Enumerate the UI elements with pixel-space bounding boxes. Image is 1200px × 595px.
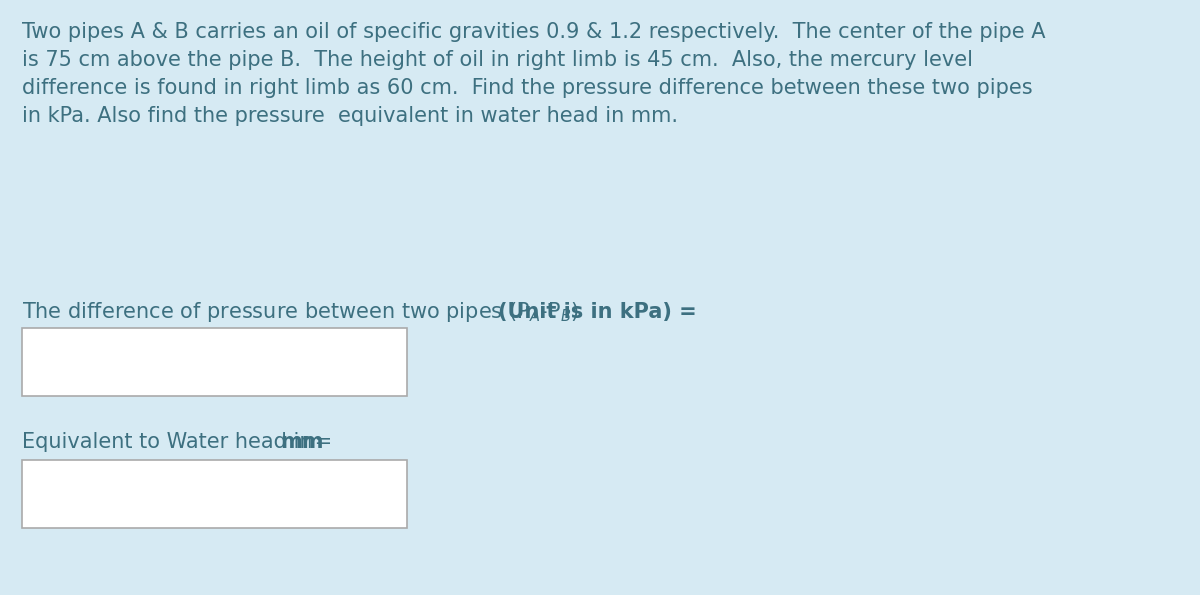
- Text: mm: mm: [280, 432, 324, 452]
- Text: (Unit is in kPa) =: (Unit is in kPa) =: [498, 302, 697, 322]
- Text: =: =: [308, 432, 332, 452]
- Text: Two pipes A & B carries an oil of specific gravities 0.9 & 1.2 respectively.  Th: Two pipes A & B carries an oil of specif…: [22, 22, 1045, 42]
- Text: Equivalent to Water head in: Equivalent to Water head in: [22, 432, 319, 452]
- Text: in kPa. Also find the pressure  equivalent in water head in mm.: in kPa. Also find the pressure equivalen…: [22, 106, 678, 126]
- Text: is 75 cm above the pipe B.  The height of oil in right limb is 45 cm.  Also, the: is 75 cm above the pipe B. The height of…: [22, 50, 973, 70]
- Text: The difference of pressure between two pipes (P$_A$-P$_B$): The difference of pressure between two p…: [22, 300, 588, 324]
- FancyBboxPatch shape: [22, 460, 407, 528]
- FancyBboxPatch shape: [22, 328, 407, 396]
- Text: difference is found in right limb as 60 cm.  Find the pressure difference betwee: difference is found in right limb as 60 …: [22, 78, 1033, 98]
